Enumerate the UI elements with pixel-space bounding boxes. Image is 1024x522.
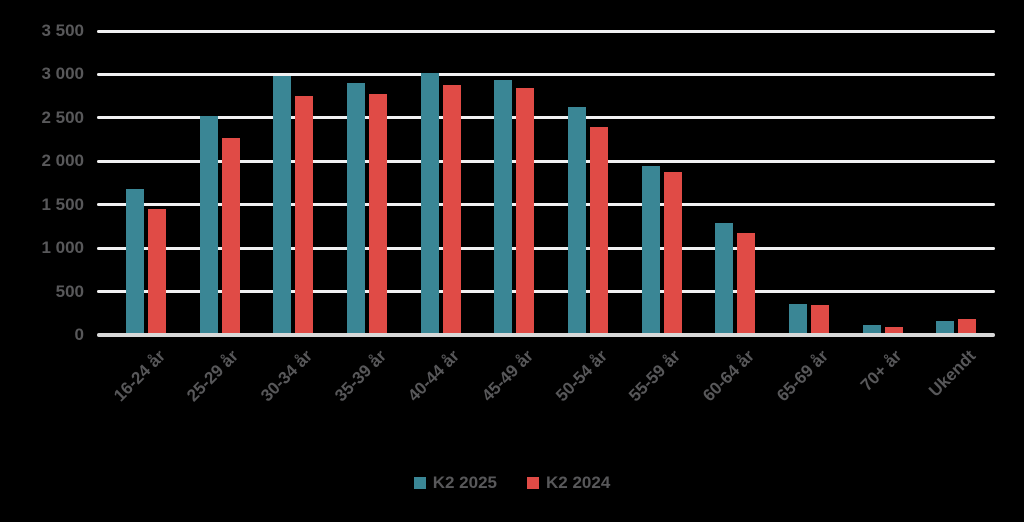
x-axis-category-label: Ukendt — [924, 346, 979, 401]
bar-group-2 — [183, 31, 257, 335]
y-axis-tick-label: 2 000 — [41, 151, 84, 171]
bar-k2-2025 — [346, 83, 365, 335]
legend-swatch-icon — [413, 477, 426, 489]
bar-k2-2025 — [420, 72, 439, 335]
legend-swatch-icon — [527, 477, 539, 489]
y-axis-tick-label: 500 — [55, 281, 84, 301]
y-axis-tick-label: 1 000 — [41, 238, 84, 258]
bar-k2-2024 — [958, 318, 977, 335]
bar-k2-2025 — [788, 303, 807, 335]
gridline-1000 — [97, 246, 995, 250]
y-axis-tick-label: 2 500 — [41, 107, 84, 127]
bar-k2-2024 — [147, 209, 166, 335]
x-axis-line — [97, 333, 995, 337]
gridline-2000 — [97, 159, 995, 163]
bar-k2-2024 — [884, 327, 903, 335]
bar-group-11 — [846, 31, 920, 335]
gridline-2500 — [97, 116, 995, 120]
bar-k2-2024 — [810, 304, 829, 335]
bar-k2-2025 — [125, 189, 144, 335]
bars-area — [109, 31, 993, 335]
legend-label: K2 2025 — [432, 473, 497, 492]
y-axis-tick-label: 1 500 — [41, 194, 84, 214]
y-axis-tick-label: 3 500 — [41, 21, 84, 40]
x-axis-category-label: 30-34 år — [257, 346, 316, 406]
x-axis-category-label: 25-29 år — [183, 346, 243, 406]
x-axis-category-label: 45-49 år — [478, 346, 537, 406]
plot-area — [97, 29, 995, 337]
gridline-500 — [97, 290, 995, 294]
legend-label: K2 2024 — [546, 473, 611, 492]
legend-item-k2-2025: K2 2025 — [413, 473, 497, 492]
bar-k2-2025 — [199, 116, 218, 335]
bar-k2-2025 — [567, 107, 586, 335]
x-axis-category-label: 16-24 år — [109, 346, 169, 406]
bar-group-1 — [109, 31, 183, 335]
bar-group-3 — [256, 31, 330, 335]
legend: K2 2025 K2 2024 — [0, 474, 1024, 492]
gridline-1500 — [97, 203, 995, 207]
bar-k2-2024 — [589, 126, 608, 335]
bar-k2-2024 — [368, 94, 387, 335]
bar-group-5 — [404, 31, 478, 335]
gridline-3500 — [97, 29, 995, 33]
x-axis-category-label: 35-39 år — [330, 346, 390, 406]
bar-k2-2024 — [295, 96, 314, 335]
y-axis-tick-label: 3 000 — [41, 64, 84, 84]
bar-k2-2024 — [516, 88, 535, 335]
bar-k2-2025 — [641, 165, 660, 335]
x-axis-category-label: 70+ år — [856, 346, 906, 395]
bar-group-8 — [625, 31, 699, 335]
bar-k2-2024 — [663, 171, 682, 335]
bar-group-10 — [772, 31, 846, 335]
bar-group-7 — [551, 31, 625, 335]
bar-k2-2025 — [862, 325, 881, 335]
x-axis-category-label: 60-64 år — [699, 346, 758, 406]
bar-k2-2024 — [221, 137, 240, 335]
bar-k2-2024 — [737, 233, 756, 335]
bar-k2-2025 — [273, 76, 292, 335]
bar-k2-2024 — [442, 84, 461, 335]
bar-group-12 — [919, 31, 993, 335]
legend-item-k2-2024: K2 2024 — [527, 474, 610, 492]
x-axis-category-label: 55-59 år — [625, 346, 685, 406]
y-axis-tick-label: 0 — [74, 325, 84, 344]
bar-k2-2025 — [936, 321, 955, 335]
bar-k2-2025 — [715, 222, 734, 335]
bar-group-6 — [477, 31, 551, 335]
x-axis-category-label: 40-44 år — [404, 346, 464, 406]
x-axis-category-label: 50-54 år — [551, 346, 611, 406]
x-axis-category-label: 65-69 år — [772, 346, 832, 406]
gridline-3000 — [97, 72, 995, 76]
bar-group-9 — [698, 31, 772, 335]
bar-group-4 — [330, 31, 404, 335]
bar-k2-2025 — [494, 79, 513, 335]
